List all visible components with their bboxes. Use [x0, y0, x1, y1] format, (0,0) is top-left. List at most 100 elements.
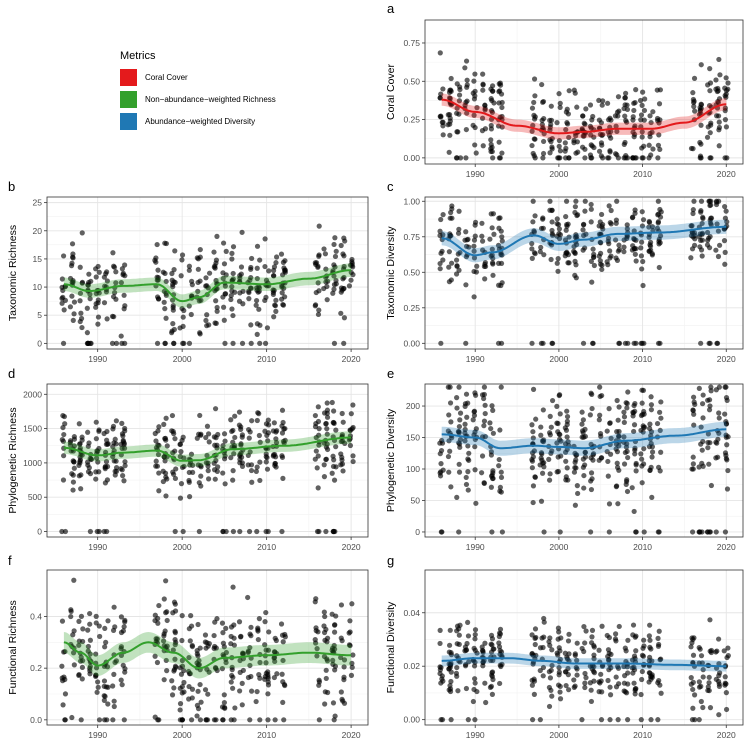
data-point	[648, 717, 654, 723]
data-point	[707, 234, 713, 240]
data-point	[119, 420, 125, 426]
data-point	[488, 632, 495, 639]
data-point	[499, 529, 505, 535]
data-point	[613, 674, 619, 680]
data-point	[155, 267, 161, 273]
data-point	[110, 683, 116, 689]
data-point	[438, 447, 445, 454]
trend-line	[63, 269, 352, 303]
data-point	[596, 148, 603, 154]
data-point	[239, 434, 245, 440]
data-point	[321, 462, 327, 468]
data-point	[572, 683, 578, 689]
data-point	[631, 340, 637, 346]
data-point	[162, 435, 168, 442]
data-point	[186, 340, 193, 346]
data-point	[491, 100, 497, 106]
data-point	[632, 408, 638, 414]
data-point	[481, 384, 488, 390]
data-point	[190, 462, 196, 468]
data-point	[531, 76, 538, 82]
data-point	[598, 153, 604, 159]
data-point	[479, 644, 485, 650]
data-point	[110, 426, 116, 432]
data-point	[647, 113, 653, 119]
data-point	[479, 220, 485, 226]
data-point	[625, 454, 631, 461]
data-point	[253, 302, 259, 308]
data-point	[691, 422, 697, 428]
data-point	[722, 93, 728, 99]
data-point	[691, 198, 697, 204]
data-point	[555, 468, 561, 475]
data-point	[231, 635, 237, 641]
data-point	[655, 142, 662, 148]
data-point	[548, 121, 554, 128]
data-point	[85, 340, 91, 346]
data-point	[206, 431, 212, 437]
data-point	[440, 232, 446, 238]
data-point	[313, 596, 319, 602]
data-point	[579, 421, 585, 427]
data-point	[554, 403, 560, 409]
data-point	[87, 610, 93, 617]
data-point	[557, 431, 563, 438]
data-point	[716, 415, 722, 421]
data-point	[163, 278, 169, 285]
data-point	[178, 671, 185, 677]
data-point	[230, 270, 236, 277]
x-tick-label: 2010	[633, 542, 652, 552]
data-point	[77, 318, 83, 325]
data-point	[606, 203, 612, 209]
data-point	[339, 457, 345, 463]
data-point	[631, 428, 637, 435]
data-point	[588, 258, 594, 264]
data-point	[462, 403, 468, 409]
data-point	[272, 302, 278, 308]
data-point	[456, 98, 463, 104]
data-point	[530, 386, 537, 392]
data-point	[555, 625, 562, 631]
data-point	[161, 596, 167, 602]
data-point	[279, 430, 286, 436]
data-point	[588, 219, 594, 225]
data-point	[487, 236, 493, 242]
data-point	[599, 689, 605, 695]
data-point	[255, 636, 261, 643]
data-point	[76, 638, 82, 644]
data-point	[564, 465, 570, 471]
data-point	[707, 130, 713, 136]
data-point	[657, 427, 663, 434]
data-point	[186, 263, 193, 269]
data-point	[716, 681, 722, 687]
data-point	[238, 426, 244, 432]
data-point	[631, 680, 637, 686]
data-point	[725, 467, 731, 474]
data-point	[541, 252, 547, 258]
data-point	[203, 434, 209, 441]
data-point	[330, 700, 337, 706]
data-point	[557, 155, 563, 161]
data-point	[112, 624, 118, 630]
data-point	[641, 408, 647, 415]
data-point	[613, 217, 620, 223]
data-point	[716, 56, 722, 63]
data-point	[596, 417, 602, 423]
y-tick-label: 150	[406, 433, 420, 443]
data-point	[564, 413, 571, 420]
data-point	[186, 626, 192, 632]
data-point	[313, 625, 319, 631]
legend-key-green	[120, 90, 137, 108]
data-point	[639, 668, 645, 675]
data-point	[495, 340, 502, 346]
data-point	[564, 408, 570, 414]
data-point	[172, 630, 178, 636]
data-point	[605, 677, 611, 684]
data-point	[472, 124, 478, 131]
data-point	[588, 470, 595, 476]
data-point	[614, 460, 620, 466]
plot-border	[424, 196, 744, 350]
data-point	[640, 217, 647, 223]
data-point	[531, 691, 537, 697]
data-point	[101, 430, 107, 437]
